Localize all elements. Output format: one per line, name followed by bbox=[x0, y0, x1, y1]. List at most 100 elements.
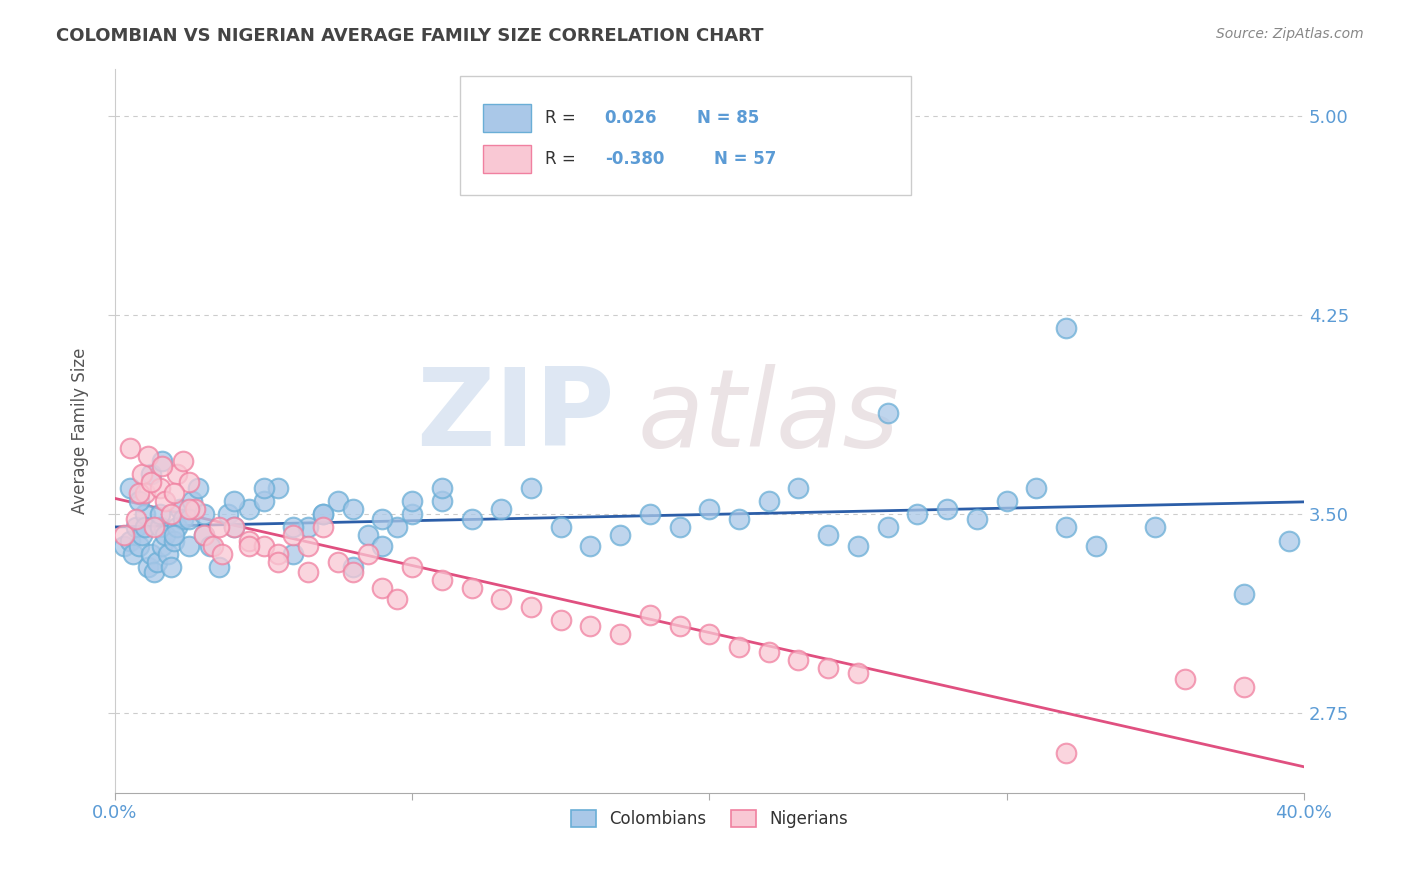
Text: R =: R = bbox=[546, 109, 581, 127]
Point bbox=[342, 501, 364, 516]
Point bbox=[668, 520, 690, 534]
Point bbox=[163, 528, 186, 542]
Point bbox=[148, 507, 170, 521]
Point bbox=[267, 481, 290, 495]
Point bbox=[1054, 520, 1077, 534]
Point bbox=[179, 475, 201, 490]
Point bbox=[520, 481, 543, 495]
Point bbox=[179, 501, 201, 516]
Text: N = 85: N = 85 bbox=[697, 109, 759, 127]
Point bbox=[758, 645, 780, 659]
Point bbox=[222, 520, 245, 534]
Point bbox=[267, 555, 290, 569]
Point bbox=[211, 547, 233, 561]
Point bbox=[181, 494, 204, 508]
Point bbox=[728, 640, 751, 654]
Point bbox=[172, 454, 194, 468]
Point bbox=[430, 481, 453, 495]
Y-axis label: Average Family Size: Average Family Size bbox=[72, 347, 89, 514]
Point bbox=[697, 626, 720, 640]
Point bbox=[297, 520, 319, 534]
Point bbox=[1084, 539, 1107, 553]
Point bbox=[787, 653, 810, 667]
Point bbox=[1144, 520, 1167, 534]
Point bbox=[430, 494, 453, 508]
Point bbox=[125, 520, 148, 534]
Point bbox=[342, 560, 364, 574]
Point bbox=[550, 613, 572, 627]
Text: 0.026: 0.026 bbox=[605, 109, 657, 127]
Point bbox=[128, 486, 150, 500]
Point bbox=[179, 512, 201, 526]
Point bbox=[491, 501, 513, 516]
Point bbox=[430, 574, 453, 588]
Point bbox=[326, 555, 349, 569]
Point bbox=[222, 494, 245, 508]
Point bbox=[118, 481, 141, 495]
Point bbox=[638, 507, 661, 521]
Point bbox=[169, 501, 191, 516]
Point bbox=[166, 520, 188, 534]
Point bbox=[520, 599, 543, 614]
Point bbox=[136, 560, 159, 574]
Point bbox=[356, 528, 378, 542]
Point bbox=[252, 539, 274, 553]
Point bbox=[876, 520, 898, 534]
Point bbox=[179, 539, 201, 553]
Point bbox=[128, 494, 150, 508]
Point bbox=[995, 494, 1018, 508]
Point bbox=[252, 481, 274, 495]
Legend: Colombians, Nigerians: Colombians, Nigerians bbox=[564, 804, 855, 835]
Point bbox=[371, 539, 394, 553]
Point bbox=[460, 512, 482, 526]
Point bbox=[184, 501, 207, 516]
Point bbox=[283, 520, 305, 534]
Point bbox=[387, 520, 409, 534]
Point bbox=[1233, 587, 1256, 601]
Point bbox=[201, 539, 224, 553]
Point bbox=[112, 528, 135, 542]
Point bbox=[460, 582, 482, 596]
Point bbox=[936, 501, 959, 516]
Point bbox=[131, 528, 153, 542]
Point bbox=[817, 528, 839, 542]
Point bbox=[1054, 321, 1077, 335]
Point bbox=[401, 507, 423, 521]
Point bbox=[155, 528, 177, 542]
Point bbox=[152, 454, 174, 468]
Point bbox=[118, 441, 141, 455]
Point bbox=[128, 539, 150, 553]
Point bbox=[142, 566, 165, 580]
Point bbox=[145, 555, 167, 569]
Point bbox=[609, 528, 631, 542]
Point bbox=[208, 520, 231, 534]
Point bbox=[193, 507, 215, 521]
Point bbox=[876, 406, 898, 420]
Point bbox=[371, 512, 394, 526]
Point bbox=[252, 494, 274, 508]
Point bbox=[312, 507, 335, 521]
Point bbox=[1025, 481, 1047, 495]
Text: COLOMBIAN VS NIGERIAN AVERAGE FAMILY SIZE CORRELATION CHART: COLOMBIAN VS NIGERIAN AVERAGE FAMILY SIZ… bbox=[56, 27, 763, 45]
Point bbox=[136, 449, 159, 463]
Point bbox=[163, 486, 186, 500]
Point bbox=[387, 592, 409, 607]
Point bbox=[152, 459, 174, 474]
Point bbox=[1054, 746, 1077, 760]
Point bbox=[297, 539, 319, 553]
Point bbox=[155, 494, 177, 508]
Point bbox=[283, 528, 305, 542]
Point bbox=[1233, 680, 1256, 694]
Point bbox=[728, 512, 751, 526]
Point bbox=[131, 467, 153, 482]
Point bbox=[157, 547, 180, 561]
Point bbox=[198, 539, 221, 553]
Point bbox=[193, 528, 215, 542]
Point bbox=[817, 661, 839, 675]
Text: ZIP: ZIP bbox=[416, 363, 614, 469]
Point bbox=[491, 592, 513, 607]
Text: atlas: atlas bbox=[638, 364, 900, 468]
Point bbox=[134, 486, 156, 500]
Point bbox=[267, 547, 290, 561]
Point bbox=[1278, 533, 1301, 548]
